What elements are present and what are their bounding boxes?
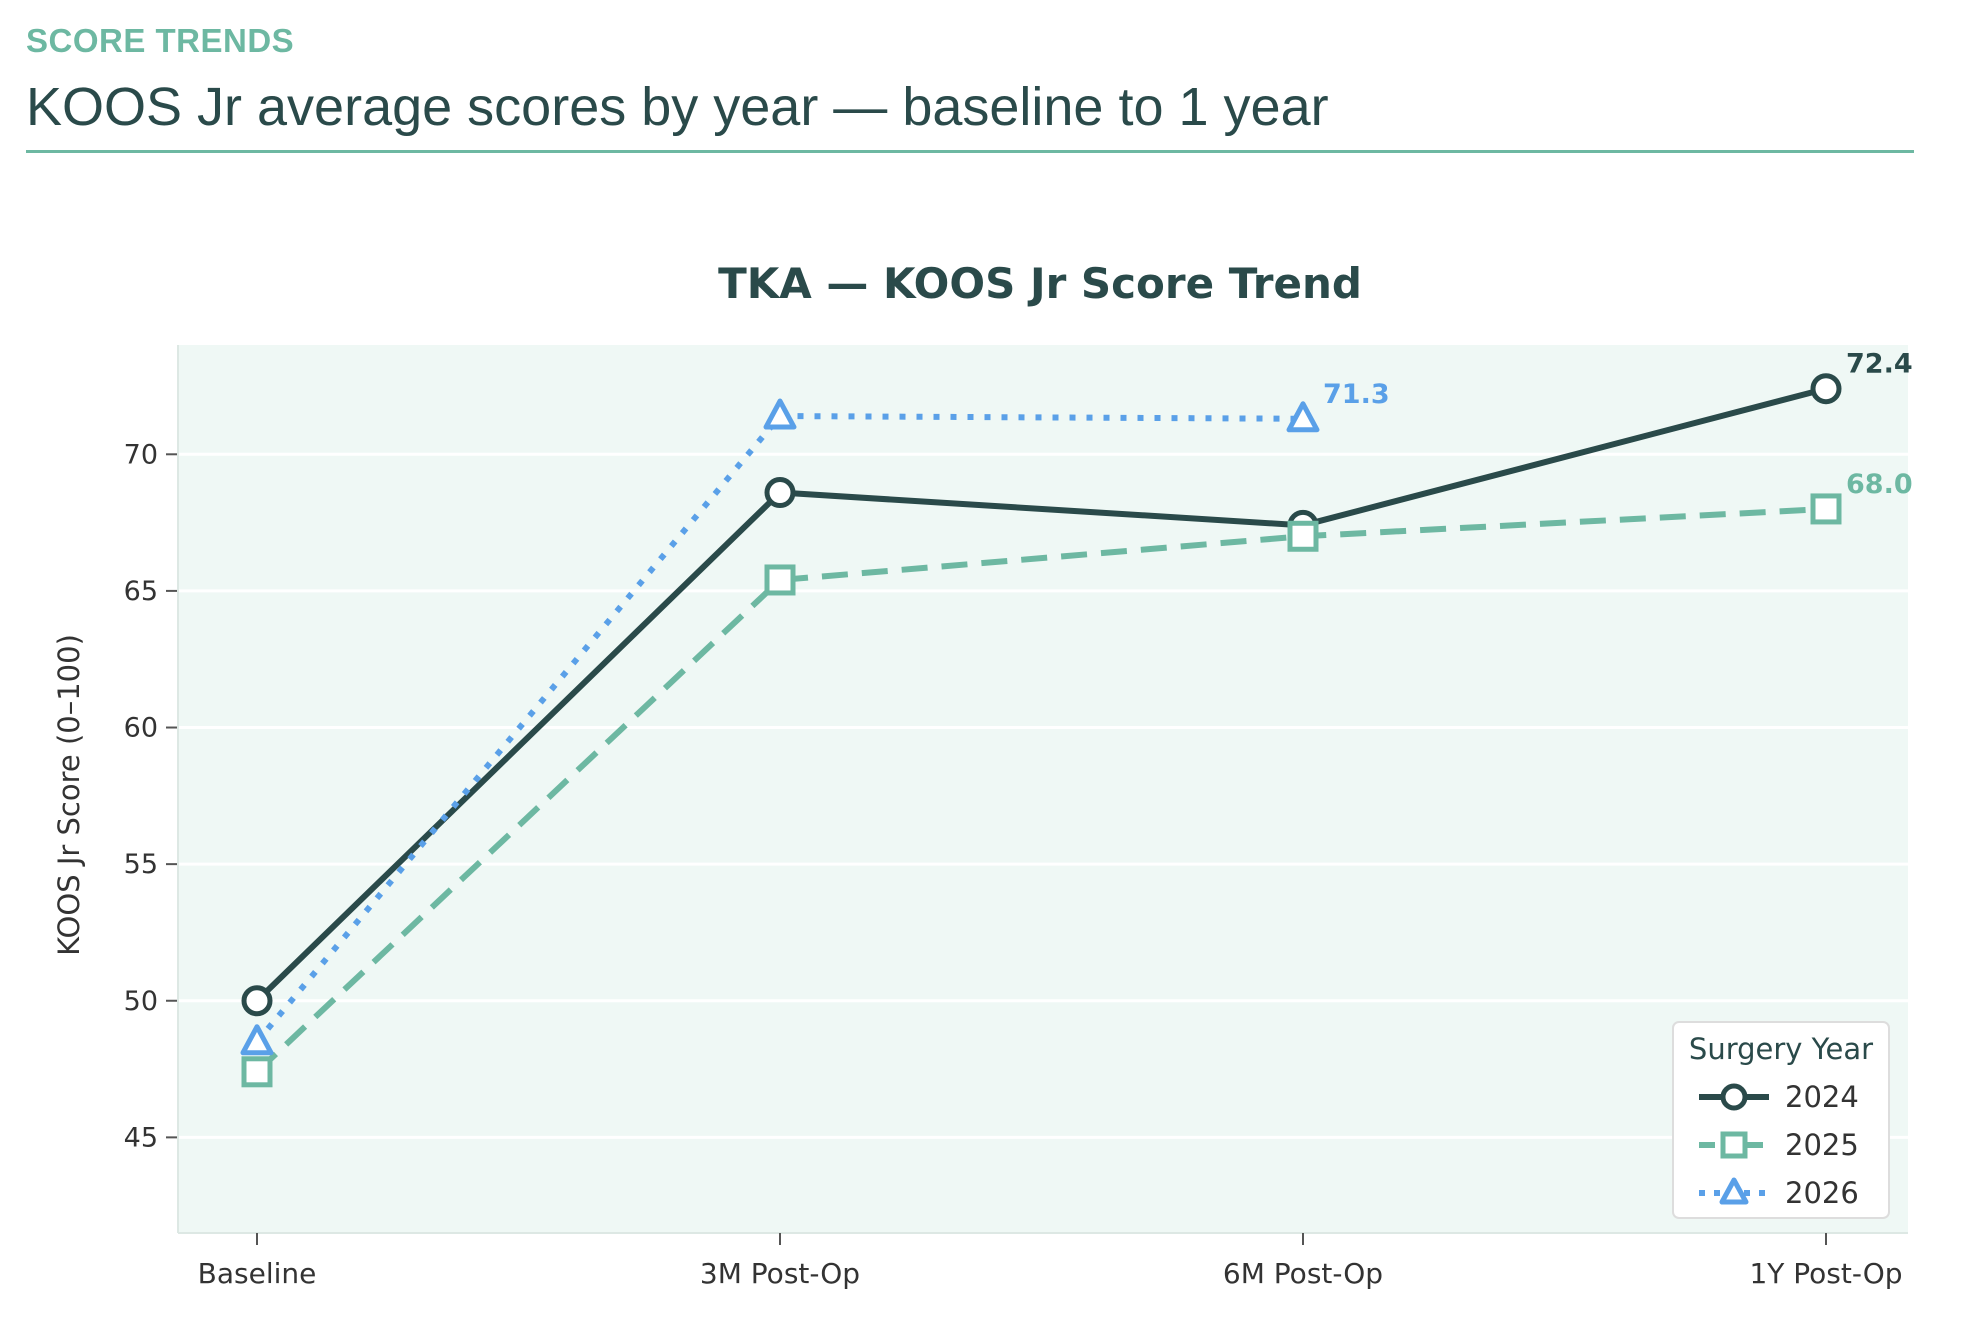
data-point-2024 <box>764 477 796 509</box>
data-point-2024 <box>1810 373 1842 405</box>
data-point-2025 <box>241 1056 273 1088</box>
series-line-2025 <box>254 505 1827 1074</box>
legend-marker-2024 <box>1720 1083 1748 1111</box>
y-tick-label: 45 <box>124 1122 158 1153</box>
legend: Surgery Year 2024 2025 2026 <box>1672 1021 1890 1219</box>
axes: 45 50 55 60 65 70 Baseline 3M Post-Op 6M Post-Op… <box>124 345 1908 1290</box>
data-point-2026 <box>1286 401 1320 433</box>
legend-title: Surgery Year <box>1689 1032 1873 1066</box>
legend-marker-2025 <box>1720 1131 1748 1159</box>
y-tick-label: 55 <box>124 849 158 880</box>
y-tick-label: 60 <box>124 713 158 744</box>
chart-title: TKA — KOOS Jr Score Trend <box>718 259 1362 308</box>
page-title: KOOS Jr average scores by year — baselin… <box>26 77 1329 137</box>
data-label-2026: 71.3 <box>1323 379 1390 410</box>
legend-entry-2024: 2024 <box>1785 1080 1859 1114</box>
series <box>240 373 1842 1088</box>
y-tick-label: 50 <box>124 986 158 1017</box>
data-point-2026 <box>240 1024 274 1056</box>
data-point-2026 <box>763 398 797 430</box>
y-axis-label: KOOS Jr Score (0–100) <box>52 634 86 956</box>
legend-box <box>1672 1021 1890 1219</box>
x-tick-label: 6M Post-Op <box>1223 1257 1383 1290</box>
data-point-2025 <box>1287 520 1319 552</box>
section-eyebrow: SCORE TRENDS <box>26 22 295 59</box>
data-point-2025 <box>1810 493 1842 525</box>
data-point-2025 <box>764 564 796 596</box>
y-tick-label: 70 <box>124 439 158 470</box>
data-label-2025: 68.0 <box>1846 469 1913 500</box>
x-tick-label: 1Y Post-Op <box>1749 1257 1902 1290</box>
data-point-2024 <box>241 985 273 1017</box>
x-tick-label: 3M Post-Op <box>700 1257 860 1290</box>
y-tick-label: 65 <box>124 576 158 607</box>
data-labels: 72.4 68.0 71.3 <box>1323 349 1913 500</box>
plot-area <box>178 345 1908 1233</box>
legend-marker-2026 <box>1719 1177 1749 1205</box>
grid-lines <box>178 452 1908 1139</box>
title-divider <box>26 150 1914 153</box>
series-line-2024 <box>254 385 1827 1003</box>
data-label-2024: 72.4 <box>1846 349 1913 380</box>
x-tick-label: Baseline <box>198 1257 317 1290</box>
legend-entry-2026: 2026 <box>1785 1176 1859 1210</box>
legend-entry-2025: 2025 <box>1785 1128 1859 1162</box>
